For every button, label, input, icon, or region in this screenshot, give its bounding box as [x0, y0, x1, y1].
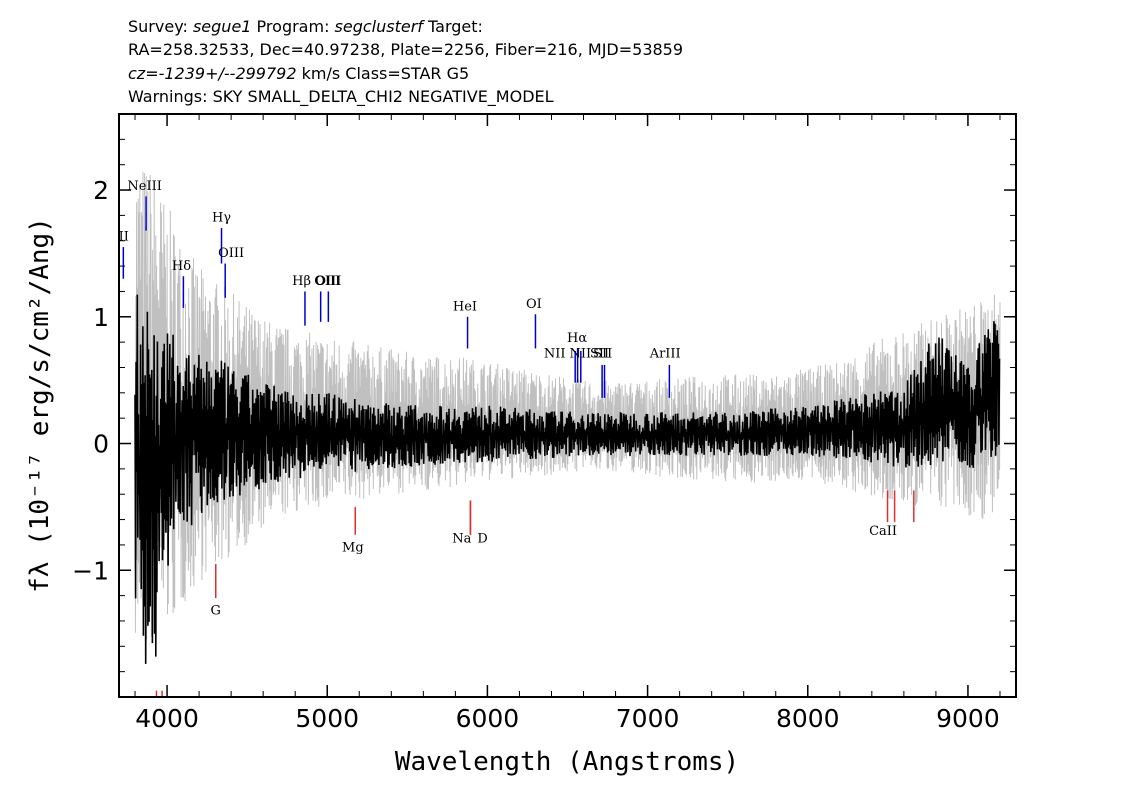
header-segment: Warnings: SKY SMALL_DELTA_CHI2 NEGATIVE_…: [128, 87, 554, 107]
emission-line-label: OI: [526, 297, 542, 312]
chart-header: Survey: segue1 Program: segclusterf Targ…: [128, 17, 683, 107]
emission-line-label: Hγ: [212, 211, 231, 226]
emission-line-label: Hβ: [292, 274, 311, 289]
absorption-line-label: CaII: [869, 524, 897, 539]
header-line-1: Survey: segue1 Program: segclusterf Targ…: [128, 17, 483, 36]
emission-line-label: SII: [593, 346, 612, 361]
flux-series: [134, 294, 1001, 664]
absorption-line-label: D: [477, 531, 487, 546]
absorption-line-label: Mg: [342, 540, 364, 555]
x-tick-label: 8000: [776, 704, 840, 733]
absorption-line-label: Na: [452, 531, 471, 546]
x-tick-label: 7000: [616, 704, 680, 733]
emission-line-label: ArIII: [649, 346, 681, 361]
x-tick-label: 4000: [135, 704, 199, 733]
header-line-4: Warnings: SKY SMALL_DELTA_CHI2 NEGATIVE_…: [128, 87, 554, 107]
emission-line-label: NII: [544, 346, 566, 361]
error-spectrum-line: [134, 171, 1001, 640]
header-segment: Target:: [423, 17, 483, 36]
x-tick-label: 9000: [936, 704, 1000, 733]
y-tick-label: 0: [93, 430, 109, 459]
y-axis-label: fλ (10⁻¹⁷ erg/s/cm²/Ang): [25, 217, 55, 593]
header-segment: Program:: [251, 17, 334, 36]
header-segment: RA=258.32533, Dec=40.97238, Plate=2256, …: [128, 40, 683, 59]
y-tick-label: −1: [72, 556, 109, 585]
spectral-line-markers: [122, 196, 915, 697]
emission-line-label: HeI: [453, 299, 477, 314]
emission-line-label: OIII: [218, 246, 244, 261]
emission-line-label: OIII: [314, 274, 340, 289]
plot-area: [122, 171, 1001, 697]
y-tick-label: 1: [93, 303, 109, 332]
emission-line-label: OIII: [315, 274, 341, 289]
emission-line-label: II: [119, 230, 129, 245]
emission-line-label: NeIII: [127, 179, 161, 194]
header-segment: km/s Class=STAR G5: [297, 64, 470, 83]
plot-frame: [118, 113, 1017, 698]
emission-line-label: NII: [569, 346, 591, 361]
emission-line-label: Hα: [567, 331, 587, 346]
x-tick-label: 5000: [295, 704, 359, 733]
header-line-3: cz=-1239+/--299792 km/s Class=STAR G5: [128, 64, 469, 83]
header-segment: segclusterf: [335, 17, 426, 36]
x-axis-label: Wavelength (Angstroms): [395, 747, 739, 777]
header-segment: cz=-1239+/--299792: [128, 64, 297, 83]
header-line-2: RA=258.32533, Dec=40.97238, Plate=2256, …: [128, 40, 683, 59]
header-segment: Survey:: [128, 17, 193, 36]
emission-line-label: Hδ: [172, 259, 191, 274]
emission-line-label: SII: [590, 346, 609, 361]
header-segment: segue1: [193, 17, 252, 36]
y-tick-label: 2: [93, 176, 109, 205]
absorption-line-label: G: [211, 604, 221, 619]
error-series: [134, 171, 1001, 640]
flux-spectrum-line: [134, 294, 1001, 664]
axis-ticks: 4000 5000 6000 7000 8000 9000 −1 0 1 2: [72, 113, 1016, 733]
x-tick-label: 6000: [456, 704, 520, 733]
